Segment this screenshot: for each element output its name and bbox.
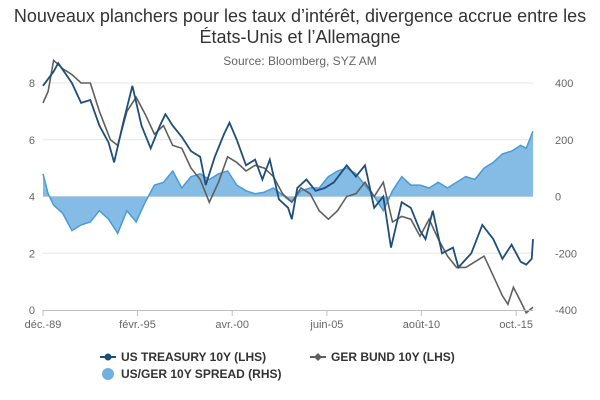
- legend-line-marker-icon: [310, 353, 326, 361]
- y-left-tick-label: 4: [29, 192, 35, 204]
- chart-subtitle: Source: Bloomberg, SYZ AM: [223, 54, 377, 68]
- y-right-tick-label: 0: [555, 192, 561, 204]
- x-tick-label: déc.-89: [25, 319, 62, 331]
- legend-line-marker-icon: [100, 353, 116, 361]
- legend-label-us-treasury: US TREASURY 10Y (LHS): [121, 350, 267, 364]
- legend-label-spread: US/GER 10Y SPREAD (RHS): [121, 367, 282, 381]
- y-left-tick-label: 0: [29, 305, 35, 317]
- y-right-tick-label: 400: [555, 78, 573, 90]
- x-tick-label: avr.-00: [215, 319, 249, 331]
- chart-plot: 0 2 4 6 8 -400 -200 0 200 400 déc.-89 févr.-95 avr.-…: [25, 58, 577, 331]
- y-left-tick-label: 2: [29, 248, 35, 260]
- legend-item-us-treasury[interactable]: US TREASURY 10Y (LHS): [100, 350, 266, 364]
- y-right-tick-label: -200: [555, 248, 577, 260]
- us-treasury-line: [42, 61, 534, 270]
- legend-item-spread[interactable]: US/GER 10Y SPREAD (RHS): [100, 367, 281, 381]
- spread-area: [43, 131, 533, 234]
- y-left-tick-label: 6: [29, 135, 35, 147]
- axes: 0 2 4 6 8 -400 -200 0 200 400 déc.-89 févr.-95 avr.-…: [25, 78, 577, 331]
- y-right-tick-label: -400: [555, 305, 577, 317]
- x-tick-label: août-10: [403, 319, 440, 331]
- y-left-tick-label: 8: [29, 78, 35, 90]
- x-tick-label: juin-05: [309, 319, 343, 331]
- x-tick-label: oct.-15: [499, 319, 533, 331]
- legend-circle-icon: [102, 368, 114, 380]
- y-right-tick-label: 200: [555, 135, 573, 147]
- chart-title: Nouveaux planchers pour les taux d’intér…: [13, 6, 587, 47]
- legend-label-ger-bund: GER BUND 10Y (LHS): [331, 350, 455, 364]
- legend-item-ger-bund[interactable]: GER BUND 10Y (LHS): [310, 350, 455, 364]
- x-tick-label: févr.-95: [119, 319, 156, 331]
